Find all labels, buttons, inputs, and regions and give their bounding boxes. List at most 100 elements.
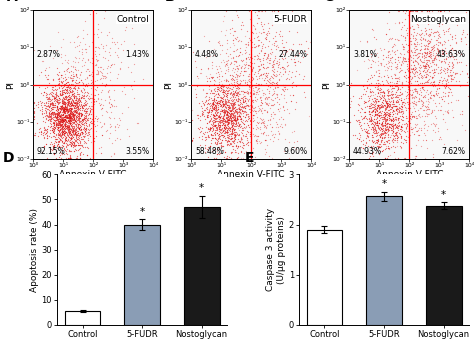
Point (412, 58, 419, 64)
Point (78, 93, 86, 98)
Point (442, 66, 449, 72)
Point (254, 120, 262, 125)
Point (424, 41, 431, 46)
Point (64, 114, 71, 119)
Point (40, 144, 48, 149)
Point (378, 117, 385, 122)
Point (251, 134, 258, 139)
Point (388, 139, 395, 144)
Point (426, 31, 434, 36)
Point (223, 109, 231, 115)
Point (282, 121, 289, 127)
Point (82, 93, 90, 98)
Point (59, 123, 66, 129)
Point (82, 105, 90, 111)
Point (235, 102, 242, 107)
Point (380, 73, 388, 79)
Point (232, 79, 240, 85)
Point (366, 154, 374, 159)
Point (224, 53, 232, 58)
Point (426, 40, 433, 45)
Point (385, 101, 393, 107)
Point (52, 124, 60, 129)
Point (62, 139, 69, 144)
Point (353, 135, 361, 141)
Point (196, 124, 203, 129)
Point (395, 122, 402, 128)
Point (61, 109, 69, 114)
Point (381, 92, 388, 98)
Point (256, 106, 264, 112)
Point (78, 117, 86, 122)
Point (401, 129, 408, 134)
Point (210, 104, 218, 110)
Point (405, 128, 412, 134)
Point (224, 98, 231, 104)
Point (61, 99, 69, 104)
Point (231, 35, 239, 41)
Point (233, 60, 240, 65)
Point (268, 8, 276, 14)
Point (248, 39, 255, 45)
Point (398, 106, 406, 112)
Point (57, 92, 65, 98)
Point (79, 49, 86, 55)
Point (255, 8, 263, 14)
Point (255, 68, 262, 74)
Point (92, 56, 100, 62)
Point (230, 102, 237, 107)
Point (302, 38, 310, 43)
Point (67, 110, 74, 116)
Point (62, 106, 70, 112)
Point (61, 131, 68, 136)
Point (45, 111, 53, 116)
Point (272, 55, 279, 61)
Point (368, 133, 376, 138)
Point (419, 114, 426, 119)
Point (429, 92, 437, 98)
Point (84, 95, 91, 101)
Point (56, 136, 64, 141)
Point (210, 90, 218, 95)
Point (393, 135, 401, 141)
Point (402, 127, 410, 132)
Point (410, 42, 418, 47)
Point (66, 105, 73, 111)
Point (236, 124, 244, 130)
Point (212, 131, 219, 137)
Point (82, 123, 90, 128)
Point (48, 94, 56, 99)
Point (242, 61, 250, 67)
Point (223, 118, 231, 124)
Point (79, 151, 86, 157)
Point (30, 133, 37, 138)
Point (256, 141, 264, 146)
Point (63, 127, 71, 132)
Point (54, 108, 61, 113)
Point (383, 101, 391, 106)
Point (94, 57, 101, 63)
Point (108, 39, 116, 44)
Point (77, 124, 84, 129)
Point (64, 79, 72, 85)
Point (410, 63, 418, 68)
Y-axis label: PI: PI (164, 81, 173, 89)
Point (424, 43, 431, 49)
Point (69, 77, 77, 82)
Point (434, 64, 442, 70)
Point (256, 115, 264, 120)
Point (284, 63, 292, 68)
Point (252, 123, 259, 128)
Point (239, 92, 247, 97)
Point (54, 120, 62, 125)
Point (215, 122, 223, 128)
Point (56, 100, 64, 105)
Point (371, 111, 379, 117)
Point (425, 57, 433, 63)
Point (409, 125, 417, 131)
Point (267, 118, 274, 123)
Point (361, 142, 369, 148)
Point (404, 84, 412, 90)
Point (229, 140, 237, 145)
Point (245, 96, 253, 102)
